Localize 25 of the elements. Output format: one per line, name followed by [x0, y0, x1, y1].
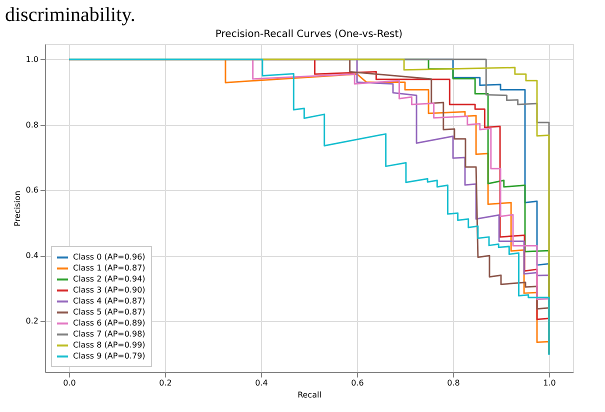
- x-tick-label: 1.0: [543, 378, 556, 388]
- x-tick-label: 0.2: [159, 378, 172, 388]
- y-tick-label: 0.8: [26, 120, 38, 130]
- x-axis-title: Recall: [298, 390, 322, 400]
- legend-label: Class 8 (AP=0.99): [73, 340, 146, 350]
- y-tick-label: 0.4: [26, 251, 38, 260]
- text: discriminability.: [5, 4, 136, 26]
- legend-label: Class 2 (AP=0.94): [73, 274, 146, 284]
- legend-label: Class 5 (AP=0.87): [73, 308, 146, 316]
- x-tick-label: 0.6: [351, 378, 364, 388]
- x-tick-label: 0.4: [255, 378, 268, 388]
- legend-label: Class 6 (AP=0.89): [73, 318, 146, 328]
- x-tick-label: 0.0: [63, 378, 76, 388]
- legend-label: Class 1 (AP=0.87): [73, 264, 146, 272]
- legend-label: Class 7 (AP=0.98): [73, 330, 146, 338]
- y-tick-label: 0.2: [26, 316, 38, 326]
- y-tick-label: 1.0: [26, 54, 38, 64]
- legend-label: Class 0 (AP=0.96): [73, 252, 146, 262]
- legend-label: Class 9 (AP=0.79): [73, 352, 146, 360]
- legend-label: Class 4 (AP=0.87): [73, 296, 146, 306]
- y-tick-label: 0.6: [26, 186, 38, 195]
- legend-label: Class 3 (AP=0.90): [73, 286, 146, 294]
- y-axis-title: Precision: [12, 190, 22, 226]
- x-tick-label: 0.8: [447, 378, 460, 388]
- chart-title: Precision-Recall Curves (One-vs-Rest): [215, 29, 403, 40]
